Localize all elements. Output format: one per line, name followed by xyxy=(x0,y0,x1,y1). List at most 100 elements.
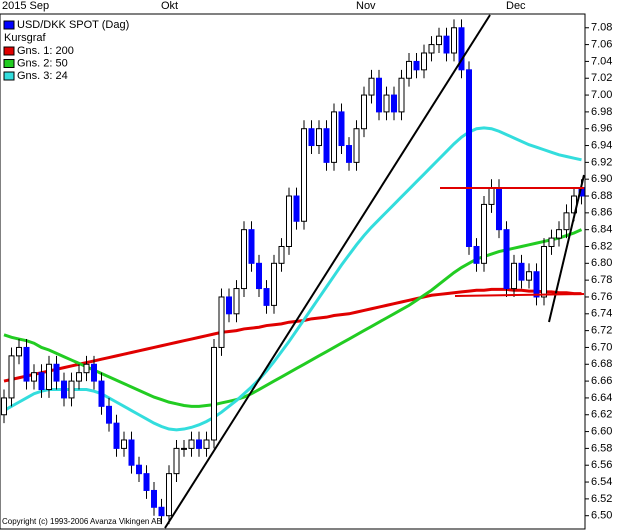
y-tick-label: 6.82 xyxy=(591,240,612,252)
candle-body xyxy=(316,128,322,147)
y-tick-label: 6.84 xyxy=(591,224,612,236)
candle-body xyxy=(548,237,555,247)
candle-body xyxy=(361,94,367,130)
y-tick-label: 7.04 xyxy=(591,55,612,67)
candle-body xyxy=(83,363,90,374)
y-tick-label: 6.70 xyxy=(591,341,612,353)
y-tick-label: 6.52 xyxy=(591,493,612,505)
candle-body xyxy=(91,363,97,382)
candle-body xyxy=(391,94,397,113)
candle-body xyxy=(466,69,472,247)
candle-body xyxy=(503,229,510,290)
candle-body xyxy=(263,288,270,306)
y-tick-label: 6.88 xyxy=(591,190,612,202)
candle-body xyxy=(556,229,562,239)
candle-body xyxy=(428,44,435,54)
y-tick-label: 6.74 xyxy=(591,308,612,320)
y-tick-label: 7.00 xyxy=(591,89,612,101)
legend-header: Kursgraf xyxy=(4,32,47,44)
candle-body xyxy=(331,111,337,163)
candle-body xyxy=(301,128,307,222)
legend: USD/DKK SPOT (Dag) Kursgraf Gns. 1: 200G… xyxy=(1,16,129,84)
legend-swatch xyxy=(3,20,15,30)
y-tick-label: 6.50 xyxy=(591,510,612,522)
candle-body xyxy=(278,245,285,264)
candle-body xyxy=(383,94,390,113)
y-tick-label: 6.78 xyxy=(591,274,612,286)
trend-line xyxy=(548,174,585,323)
candle-body xyxy=(188,439,195,449)
y-tick-label: 6.64 xyxy=(591,392,612,404)
candle-body xyxy=(473,245,480,264)
trend-line xyxy=(164,14,491,529)
legend-label: Gns. 2: 50 xyxy=(17,57,68,69)
candle-body xyxy=(533,271,540,298)
candle-body xyxy=(211,346,217,441)
candle-body xyxy=(323,128,330,163)
candle-body xyxy=(488,187,495,205)
candle-body xyxy=(563,212,570,231)
candle-body xyxy=(98,380,105,407)
legend-label: USD/DKK SPOT (Dag) xyxy=(17,19,129,31)
x-tick-label: Dec xyxy=(506,0,526,12)
candle-body xyxy=(106,405,112,424)
y-tick-label: 7.06 xyxy=(591,38,612,50)
candle-body xyxy=(128,439,135,466)
legend-swatch xyxy=(3,46,15,56)
candle-body xyxy=(166,473,172,517)
candle-body xyxy=(368,77,375,96)
trend-lines xyxy=(164,14,585,529)
y-tick-label: 6.62 xyxy=(591,409,612,421)
candle-body xyxy=(458,27,465,71)
candle-body xyxy=(248,229,255,264)
copyright: Copyright (c) 1993-2006 Avanza Vikingen … xyxy=(2,517,162,526)
candle-body xyxy=(16,346,22,357)
candle-body xyxy=(61,380,67,399)
candle-body xyxy=(376,77,382,113)
candle-body xyxy=(1,397,7,416)
candle-body xyxy=(526,271,532,281)
candle-body xyxy=(151,489,157,508)
x-tick-label: Okt xyxy=(161,0,178,12)
candle-body xyxy=(346,145,352,163)
support-line xyxy=(454,293,585,297)
candle-body xyxy=(23,346,30,382)
candle-body xyxy=(541,245,547,298)
candle-body xyxy=(308,128,315,147)
candle-body xyxy=(113,422,120,449)
y-tick-label: 6.94 xyxy=(591,139,612,151)
marks xyxy=(1,19,585,525)
candle-body xyxy=(76,372,82,382)
y-tick-label: 6.54 xyxy=(591,476,612,488)
y-tick-label: 6.80 xyxy=(591,257,612,269)
y-tick-label: 6.96 xyxy=(591,123,612,135)
candle-body xyxy=(53,363,60,382)
candle-body xyxy=(413,60,420,71)
candle-body xyxy=(256,262,262,290)
candle-body xyxy=(286,195,292,247)
y-tick-label: 6.58 xyxy=(591,442,612,454)
candle-body xyxy=(136,464,142,475)
candle-body xyxy=(451,27,457,54)
y-tick-label: 6.66 xyxy=(591,375,612,387)
candle-body xyxy=(436,35,442,46)
candle-body xyxy=(496,187,502,231)
candle-body xyxy=(518,262,525,281)
candle-body xyxy=(241,229,247,290)
legend-label: Gns. 3: 24 xyxy=(17,70,68,82)
candle-body xyxy=(233,288,240,315)
candle-body xyxy=(203,439,210,449)
candle-body xyxy=(406,60,412,79)
y-tick-label: 6.76 xyxy=(591,291,612,303)
y-tick-label: 6.86 xyxy=(591,207,612,219)
candle-body xyxy=(338,111,345,147)
candle-body xyxy=(398,77,405,113)
candle-body xyxy=(443,35,450,54)
y-tick-label: 6.98 xyxy=(591,106,612,118)
candle-body xyxy=(481,203,487,264)
candle-body xyxy=(293,195,300,222)
candle-body xyxy=(196,439,202,449)
candle-body xyxy=(511,262,517,290)
y-tick-label: 6.72 xyxy=(591,325,612,337)
